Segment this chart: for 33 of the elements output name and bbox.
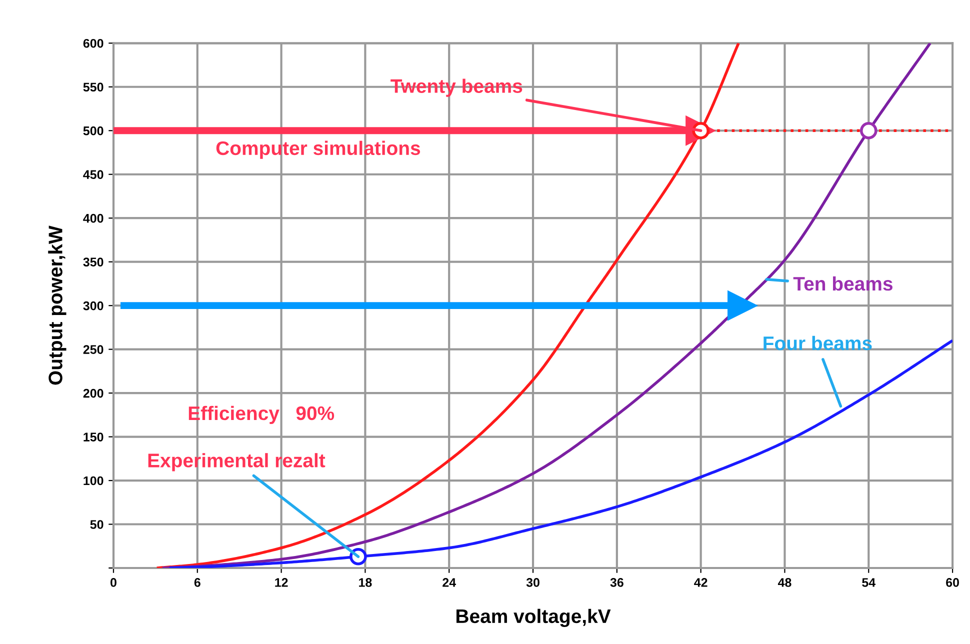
y-tick-label: 500 xyxy=(83,126,104,136)
y-tick-label: 200 xyxy=(83,388,104,398)
y-tick-label: 300 xyxy=(83,301,104,310)
annotation: Twenty beams xyxy=(390,78,522,97)
x-tick-label: 30 xyxy=(526,578,540,587)
x-tick-label: 12 xyxy=(275,578,288,587)
x-axis-title: Beam voltage,kV xyxy=(456,608,611,628)
annotation: Four beams xyxy=(764,336,872,350)
y-tick-label: 250 xyxy=(83,345,104,354)
y-tick-label: 350 xyxy=(83,258,104,267)
x-tick-label: 48 xyxy=(778,578,792,587)
x-tick-label: 18 xyxy=(359,578,372,587)
x-tick-label: 42 xyxy=(694,578,708,587)
x-tick-label: 6 xyxy=(194,578,200,587)
x-tick-label: 60 xyxy=(946,578,959,587)
annotation: Experimental rezalt xyxy=(148,453,326,472)
point xyxy=(728,290,758,321)
annotation: Efficiency 90% xyxy=(188,406,334,424)
y-tick-label: 550 xyxy=(83,82,104,92)
annotation: Ten beams xyxy=(793,276,892,291)
x-tick-label: 24 xyxy=(442,578,456,587)
y-tick-label: 50 xyxy=(90,520,104,529)
y-tick-label: 150 xyxy=(84,432,104,442)
annotation: Computer simulations xyxy=(216,140,420,159)
y-tick-label: 600 xyxy=(83,38,104,48)
x-tick-label: 36 xyxy=(610,578,624,587)
x-tick-label: 0 xyxy=(110,578,116,587)
y-tick-label: 450 xyxy=(83,170,104,180)
y-tick-label: 100 xyxy=(84,476,104,486)
point xyxy=(860,122,878,140)
y-tick-label: 400 xyxy=(83,214,104,223)
y-axis-title: Output power,kW xyxy=(48,226,66,385)
x-tick-label: 54 xyxy=(862,578,876,587)
